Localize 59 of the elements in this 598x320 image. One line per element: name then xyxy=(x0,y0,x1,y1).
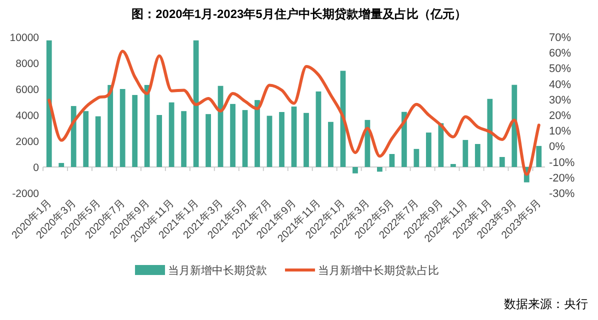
bar xyxy=(83,111,89,167)
bar xyxy=(304,112,309,167)
bar xyxy=(377,167,382,172)
bar xyxy=(193,40,199,167)
y2-tick-label: -30% xyxy=(549,188,575,200)
bar xyxy=(414,148,420,167)
y-tick-label: -2000 xyxy=(12,188,40,200)
bar xyxy=(402,112,407,167)
bar xyxy=(474,144,480,167)
bar xyxy=(156,115,162,167)
y-tick-label: 2000 xyxy=(16,136,40,148)
source-note: 数据来源：央行 xyxy=(504,297,588,311)
y-tick-label: 4000 xyxy=(16,110,40,122)
y2-tick-label: 40% xyxy=(549,78,572,91)
bar xyxy=(46,40,52,167)
y-tick-label: 6000 xyxy=(16,84,40,96)
bar xyxy=(95,116,101,167)
bar xyxy=(487,98,493,167)
bar xyxy=(144,84,150,167)
bar xyxy=(352,167,358,174)
bar xyxy=(512,84,518,167)
bar xyxy=(316,91,322,167)
bar xyxy=(462,140,468,167)
chart-title: 图：2020年1月-2023年5月住户中长期贷款增量及占比（亿元） xyxy=(132,7,466,21)
y2-tick-label: 50% xyxy=(549,63,572,76)
y-tick-label: 10000 xyxy=(10,32,40,44)
y2-tick-label: -20% xyxy=(549,172,575,184)
bar xyxy=(536,146,542,167)
bar xyxy=(426,132,432,167)
bar xyxy=(266,116,272,167)
y2-tick-label: 10% xyxy=(549,126,572,138)
bar xyxy=(58,162,64,167)
bar xyxy=(120,89,126,167)
bar xyxy=(132,94,138,167)
y2-tick-label: 30% xyxy=(549,94,572,106)
y-tick-label: 8000 xyxy=(16,58,40,70)
bar xyxy=(242,110,248,167)
bar xyxy=(328,122,334,167)
legend-label: 当月新增中长期贷款占比 xyxy=(318,264,439,277)
bar xyxy=(70,106,76,167)
y-tick-label: 0 xyxy=(33,162,40,174)
y2-tick-label: -10% xyxy=(549,156,575,169)
bar xyxy=(181,111,186,167)
legend-label: 当月新增中长期贷款 xyxy=(168,264,267,277)
y2-tick-label: 60% xyxy=(549,48,572,60)
bar xyxy=(254,100,260,167)
bar xyxy=(450,164,456,167)
bar xyxy=(279,112,284,167)
bar xyxy=(438,123,444,167)
bar xyxy=(206,114,211,167)
bar xyxy=(168,102,174,167)
y2-tick-label: 0% xyxy=(549,141,566,154)
bar xyxy=(389,154,395,167)
bar xyxy=(291,106,297,167)
bar xyxy=(108,84,114,167)
bar xyxy=(230,104,236,167)
y2-tick-label: 20% xyxy=(549,110,572,122)
bar xyxy=(499,156,505,167)
y2-tick-label: 70% xyxy=(549,32,572,44)
